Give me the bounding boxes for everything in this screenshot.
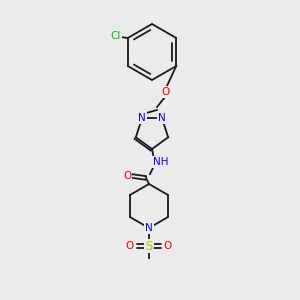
Text: N: N — [158, 113, 166, 123]
Text: N: N — [145, 223, 153, 233]
Text: N: N — [138, 113, 146, 123]
Text: O: O — [162, 87, 170, 97]
Text: NH: NH — [153, 157, 169, 167]
Text: O: O — [164, 241, 172, 251]
Text: O: O — [123, 171, 131, 181]
Text: S: S — [145, 239, 153, 253]
Text: O: O — [126, 241, 134, 251]
Text: Cl: Cl — [111, 31, 121, 41]
